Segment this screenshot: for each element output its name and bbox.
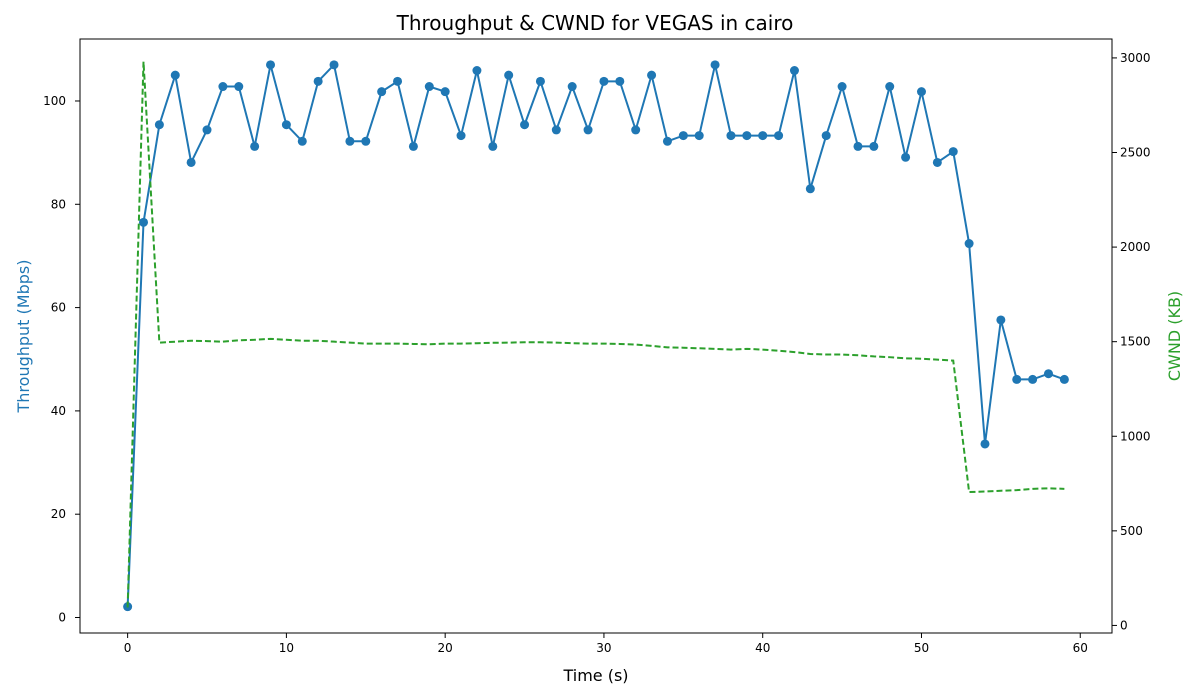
y-right-tick-label: 2500 bbox=[1120, 146, 1151, 160]
cwnd-series-line bbox=[126, 61, 1065, 608]
throughput-point bbox=[234, 82, 244, 92]
throughput-point bbox=[170, 70, 180, 80]
throughput-point bbox=[694, 131, 704, 141]
x-tick-label: 40 bbox=[755, 641, 770, 655]
throughput-point bbox=[1059, 374, 1069, 384]
x-tick-label: 0 bbox=[124, 641, 132, 655]
x-axis-label: Time (s) bbox=[562, 666, 628, 685]
throughput-point bbox=[774, 131, 784, 141]
throughput-point bbox=[583, 125, 593, 135]
x-tick-label: 10 bbox=[279, 641, 294, 655]
y-left-tick-label: 40 bbox=[51, 404, 66, 418]
x-tick-label: 20 bbox=[438, 641, 453, 655]
y-axis-right-label: CWND (KB) bbox=[1165, 291, 1184, 381]
throughput-point bbox=[726, 131, 736, 141]
throughput-point bbox=[805, 184, 815, 194]
y-right-tick-label: 0 bbox=[1120, 618, 1128, 632]
throughput-point bbox=[266, 60, 276, 70]
chart-title: Throughput & CWND for VEGAS in cairo bbox=[396, 11, 794, 35]
throughput-series-line bbox=[126, 62, 1065, 607]
throughput-point bbox=[393, 76, 403, 86]
y-left-tick-label: 80 bbox=[51, 197, 66, 211]
plot-frame bbox=[79, 38, 1113, 634]
throughput-point bbox=[139, 217, 149, 227]
axes bbox=[79, 38, 1113, 634]
throughput-point bbox=[154, 120, 164, 130]
x-tick-label: 30 bbox=[596, 641, 611, 655]
y-axis-left-label: Throughput (Mbps) bbox=[14, 260, 33, 414]
y-right-tick-label: 1500 bbox=[1120, 335, 1151, 349]
throughput-point bbox=[710, 60, 720, 70]
throughput-point bbox=[964, 239, 974, 249]
throughput-point bbox=[869, 141, 879, 151]
throughput-point bbox=[488, 141, 498, 151]
throughput-point bbox=[1012, 374, 1022, 384]
throughput-point bbox=[218, 82, 228, 92]
throughput-point bbox=[250, 141, 260, 151]
throughput-point bbox=[297, 136, 307, 146]
throughput-point bbox=[361, 136, 371, 146]
throughput-point bbox=[758, 131, 768, 141]
y-left-tick-label: 0 bbox=[58, 611, 66, 625]
throughput-point bbox=[996, 315, 1006, 325]
throughput-point bbox=[885, 82, 895, 92]
throughput-point bbox=[202, 125, 212, 135]
throughput-point bbox=[504, 70, 514, 80]
throughput-point bbox=[186, 157, 196, 167]
throughput-point bbox=[1043, 369, 1053, 379]
y-right-tick-label: 500 bbox=[1120, 524, 1143, 538]
throughput-point bbox=[647, 70, 657, 80]
throughput-point bbox=[1028, 374, 1038, 384]
throughput-point bbox=[281, 120, 291, 130]
throughput-point bbox=[948, 147, 958, 157]
throughput-point bbox=[932, 157, 942, 167]
throughput-point bbox=[408, 141, 418, 151]
throughput-point bbox=[456, 131, 466, 141]
throughput-point bbox=[662, 136, 672, 146]
throughput-point bbox=[599, 76, 609, 86]
tick-group: 0 10 20 30 40 50 60020406080100050010001500200… bbox=[43, 51, 1150, 655]
throughput-point bbox=[520, 120, 530, 130]
y-left-tick-label: 100 bbox=[43, 94, 66, 108]
throughput-point bbox=[329, 60, 339, 70]
throughput-point bbox=[440, 87, 450, 97]
throughput-point bbox=[313, 76, 323, 86]
throughput-point bbox=[916, 87, 926, 97]
throughput-point bbox=[567, 82, 577, 92]
throughput-point bbox=[472, 66, 482, 76]
throughput-point bbox=[345, 136, 355, 146]
throughput-point bbox=[631, 125, 641, 135]
throughput-point bbox=[821, 131, 831, 141]
x-tick-label: 50 bbox=[914, 641, 929, 655]
y-left-tick-label: 60 bbox=[51, 301, 66, 315]
throughput-point bbox=[742, 131, 752, 141]
throughput-point bbox=[535, 76, 545, 86]
throughput-point bbox=[377, 87, 387, 97]
y-right-tick-label: 1000 bbox=[1120, 429, 1151, 443]
plot-area bbox=[123, 60, 1069, 612]
throughput-point bbox=[615, 76, 625, 86]
y-right-tick-label: 3000 bbox=[1120, 51, 1151, 65]
throughput-point bbox=[837, 82, 847, 92]
y-right-tick-label: 2000 bbox=[1120, 240, 1151, 254]
throughput-point bbox=[424, 82, 434, 92]
throughput-point bbox=[678, 131, 688, 141]
throughput-point bbox=[551, 125, 561, 135]
y-left-tick-label: 20 bbox=[51, 507, 66, 521]
x-tick-label: 60 bbox=[1073, 641, 1088, 655]
throughput-point bbox=[980, 439, 990, 449]
throughput-point bbox=[789, 66, 799, 76]
throughput-point bbox=[901, 152, 911, 162]
throughput-point bbox=[853, 141, 863, 151]
